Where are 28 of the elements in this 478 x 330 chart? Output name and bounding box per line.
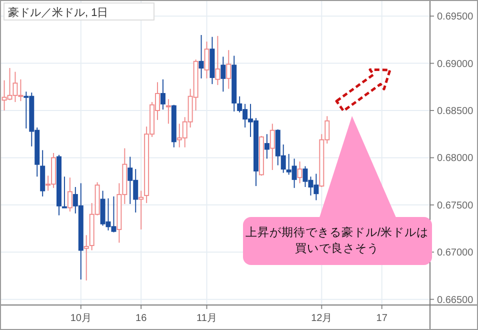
y-tick-label: 0.69500 <box>437 12 474 23</box>
y-tick-label: 0.67000 <box>437 248 474 259</box>
candlestick <box>226 50 232 90</box>
candlestick <box>62 176 67 208</box>
x-tick-label: 12月 <box>311 313 332 324</box>
candlestick <box>204 41 210 79</box>
candlestick <box>215 35 220 86</box>
x-tick-label: 16 <box>136 313 148 324</box>
y-tick-label: 0.67500 <box>437 200 474 212</box>
x-tick-label: 17 <box>376 313 388 324</box>
candlestick <box>220 56 226 92</box>
candlestick <box>67 177 72 212</box>
candlestick <box>297 160 302 184</box>
candlestick <box>198 34 204 79</box>
y-tick-label: 0.69000 <box>437 58 474 70</box>
annotation: 上昇が期待できる豪ドル/米ドルは買いで良さそう <box>245 226 429 255</box>
text: 豪ドル／米ドル, 1日 <box>8 6 108 19</box>
y-tick-label: 0.66500 <box>437 294 474 306</box>
y-tick-label: 0.68500 <box>437 106 474 118</box>
candlestick <box>264 134 270 160</box>
candlestick <box>166 98 171 124</box>
candlestick <box>138 190 144 230</box>
candlestick <box>84 234 89 281</box>
candlestick <box>160 78 166 110</box>
candlestick <box>270 123 275 170</box>
x-tick-label: 11月 <box>196 313 217 324</box>
x-tick-label: 10月 <box>70 313 92 324</box>
y-tick-label: 0.68000 <box>437 153 474 164</box>
